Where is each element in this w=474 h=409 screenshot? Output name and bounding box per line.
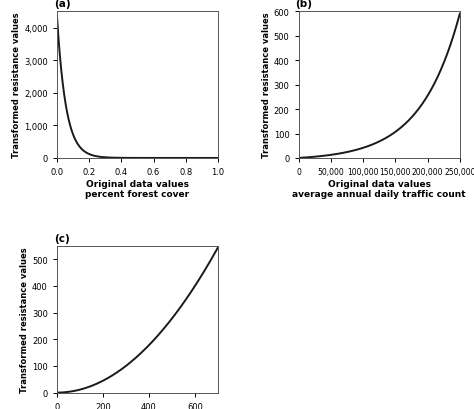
Y-axis label: Transformed resistance values: Transformed resistance values — [262, 13, 271, 158]
Y-axis label: Transformed resistance values: Transformed resistance values — [20, 247, 29, 392]
X-axis label: Original data values
average annual daily traffic count: Original data values average annual dail… — [292, 179, 466, 199]
Text: (b): (b) — [295, 0, 312, 9]
X-axis label: Original data values
percent forest cover: Original data values percent forest cove… — [85, 179, 190, 199]
Text: (a): (a) — [54, 0, 70, 9]
Text: (c): (c) — [54, 234, 69, 243]
Y-axis label: Transformed resistance values: Transformed resistance values — [12, 13, 21, 158]
